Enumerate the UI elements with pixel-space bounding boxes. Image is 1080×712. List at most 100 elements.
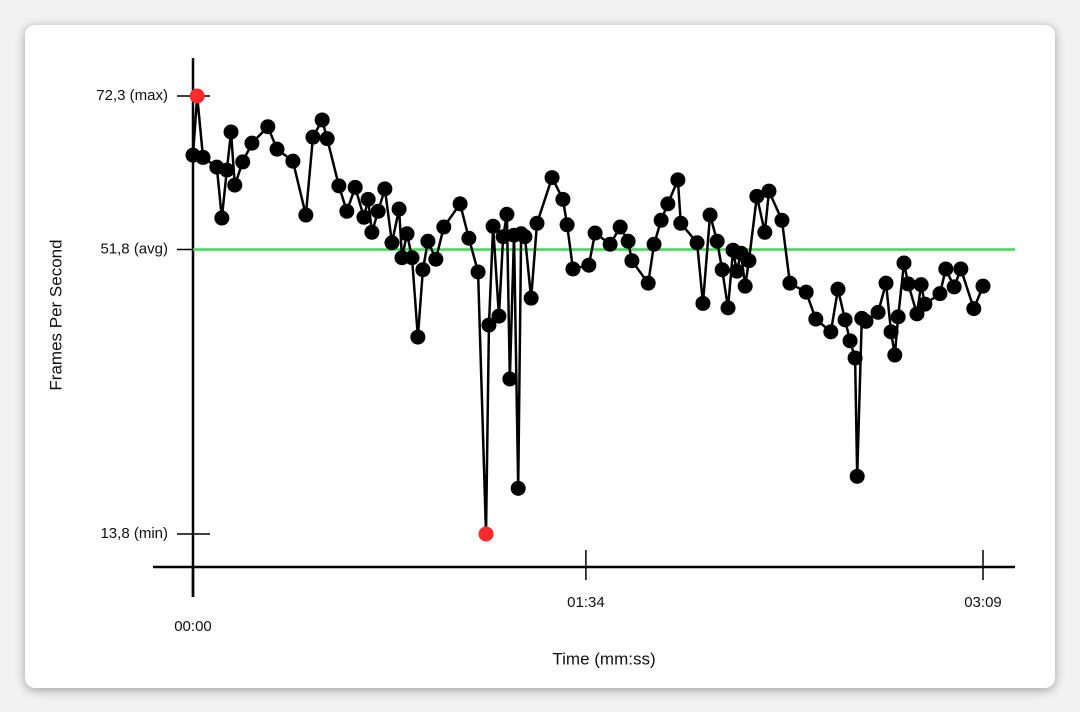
fps-point [404,250,420,266]
fps-point [555,191,571,207]
fps-point [491,308,507,324]
fps-point [975,278,991,294]
fps-point [285,153,301,169]
fps-point [339,203,355,219]
fps-point [499,206,515,222]
fps-point [370,203,386,219]
fps-point [581,257,597,273]
fps-point [757,224,773,240]
fps-point [377,181,393,197]
fps-point [878,275,894,291]
fps-point [774,212,790,228]
fps-point [559,217,575,233]
fps-point [660,196,676,212]
y-tick-label: 13,8 (min) [100,525,168,542]
fps-point [702,207,718,223]
fps-point [384,235,400,251]
fps-point [720,300,736,316]
x-tick-label: 00:00 [174,618,212,635]
fps-point [602,236,618,252]
fps-point [481,317,497,333]
fps-point [896,255,912,271]
fps-point [653,212,669,228]
fps-point [953,261,969,277]
fps-point [587,225,603,241]
fps-point [689,235,705,251]
fps-point [485,218,501,234]
fps-point [798,284,814,300]
fps-point [741,253,757,269]
fps-point [428,251,444,267]
fps-point [842,333,858,349]
fps-point [887,347,903,363]
fps-point [319,131,335,147]
fps-point [269,141,285,157]
fps-point [695,295,711,311]
fps-point [823,324,839,340]
fps-point [749,188,765,204]
fps-point [966,301,982,317]
fps-point [331,178,347,194]
fps-point [214,210,230,226]
fps-point [670,172,686,188]
fps-point [847,350,863,366]
fps-point [624,253,640,269]
fps-point [314,112,330,128]
fps-point [219,162,235,178]
fps-point [709,233,725,249]
fps-point [900,276,916,292]
fps-point [761,183,777,199]
fps-point [917,296,933,312]
fps-point [195,149,211,165]
fps-point [298,207,314,223]
fps-point [360,191,376,207]
fps-point [510,480,526,496]
fps-point [883,324,899,340]
fps-point [227,177,243,193]
x-tick-label: 03:09 [964,594,1002,611]
extreme-point [478,526,494,542]
fps-point [415,262,431,278]
fps-point [870,304,886,320]
extreme-point [189,88,205,104]
fps-point [517,229,533,245]
fps-point [620,233,636,249]
fps-point [410,329,426,345]
x-axis-title: Time (mm:ss) [552,649,655,668]
y-tick-label: 72,3 (max) [96,87,168,104]
fps-point [523,290,539,306]
fps-point [420,233,436,249]
fps-point [502,371,518,387]
fps-point [452,196,468,212]
fps-point [470,264,486,280]
y-axis-title: Frames Per Second [46,239,65,390]
fps-point [932,286,948,302]
fps-point [461,230,477,246]
y-tick-label: 51,8 (avg) [100,240,168,257]
fps-point [347,179,363,195]
fps-point [646,236,662,252]
fps-point [223,124,239,140]
fps-point [714,262,730,278]
fps-point [673,215,689,231]
x-tick-label: 01:34 [567,594,605,611]
fps-point [782,275,798,291]
fps-point [729,263,745,279]
fps-point [938,261,954,277]
fps-point [436,219,452,235]
card [25,25,1055,688]
fps-point [544,170,560,186]
fps-point [808,311,824,327]
fps-point [260,119,276,135]
fps-point [640,275,656,291]
fps-point [890,309,906,325]
fps-point [356,209,372,225]
fps-point [946,279,962,295]
fps-point [737,278,753,294]
fps-point [837,312,853,328]
fps-point [913,277,929,293]
fps-point [858,313,874,329]
fps-point [565,261,581,277]
